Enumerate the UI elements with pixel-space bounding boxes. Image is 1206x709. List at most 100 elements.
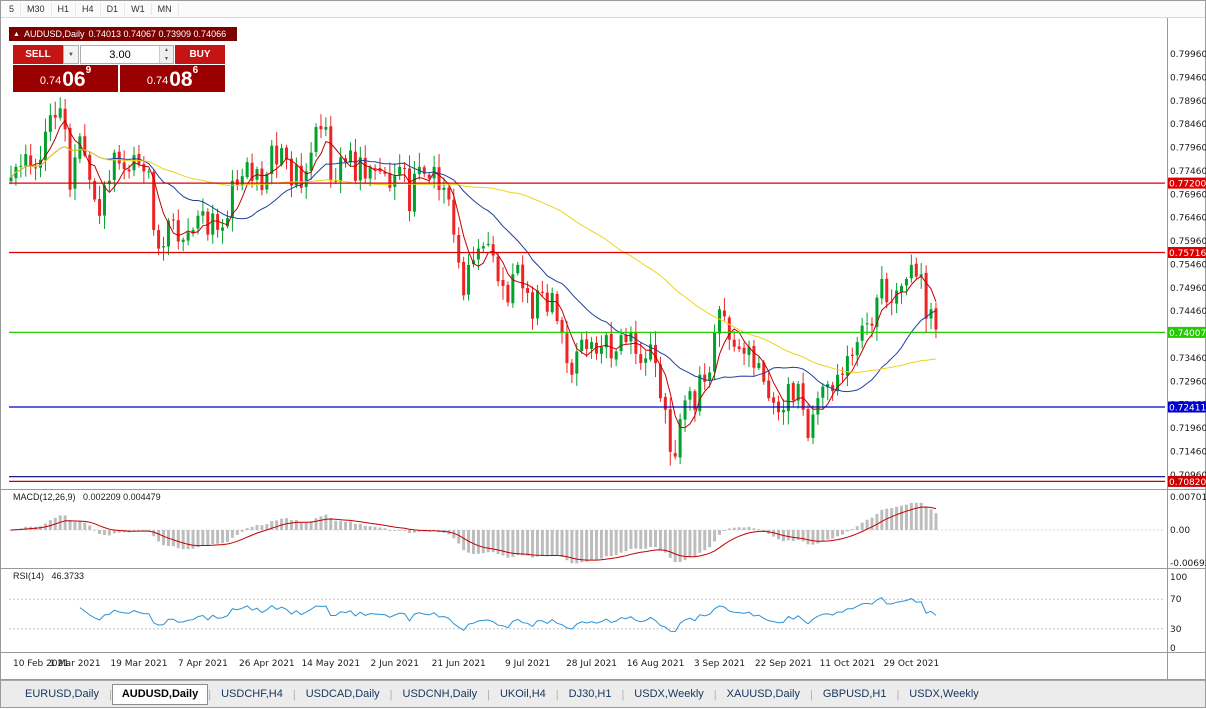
- buy-button[interactable]: BUY: [175, 45, 225, 64]
- ma-line-5: [10, 119, 937, 429]
- macd-signal-line: [10, 506, 937, 561]
- tab-separator: |: [487, 688, 490, 701]
- chart-tab[interactable]: EURUSD,Daily: [25, 688, 99, 700]
- svg-text:0.75460: 0.75460: [1170, 260, 1206, 270]
- svg-text:0.79960: 0.79960: [1170, 50, 1206, 60]
- svg-text:0.78960: 0.78960: [1170, 97, 1206, 107]
- chart-tab[interactable]: USDCHF,H4: [221, 688, 283, 700]
- svg-text:0.77460: 0.77460: [1170, 167, 1206, 177]
- macd-values: 0.002209 0.004479: [83, 492, 161, 502]
- chart-tab[interactable]: GBPUSD,H1: [822, 688, 887, 700]
- lot-size-input[interactable]: [81, 46, 159, 63]
- chart-tab[interactable]: AUDUSD,Daily: [111, 684, 209, 705]
- timeframe-button-h4[interactable]: H4: [76, 3, 101, 15]
- svg-text:0.72411: 0.72411: [1169, 404, 1206, 414]
- sell-button[interactable]: SELL: [13, 45, 63, 64]
- date-axis-label: 2 Jun 2021: [371, 659, 419, 669]
- order-type-dropdown[interactable]: ▼: [63, 45, 79, 64]
- chart-tab[interactable]: UKOil,H4: [499, 688, 546, 700]
- buy-price-sup: 6: [192, 65, 199, 76]
- rsi-axis-label: 70: [1170, 595, 1182, 605]
- chart-tab[interactable]: USDCAD,Daily: [305, 688, 380, 700]
- date-axis-label: 16 Aug 2021: [627, 659, 685, 669]
- chevron-down-icon: ▼: [68, 51, 74, 58]
- tab-separator: |: [108, 688, 112, 701]
- tab-separator: |: [713, 688, 717, 701]
- timeframe-button-m30[interactable]: M30: [21, 3, 52, 15]
- date-axis-label: 29 Oct 2021: [884, 659, 940, 669]
- date-axis-label: 28 Jul 2021: [566, 659, 617, 669]
- date-axis-label: 19 Mar 2021: [110, 659, 167, 669]
- timeframe-button-mn[interactable]: MN: [152, 3, 179, 15]
- ma-line-60: [10, 146, 937, 374]
- tab-separator: |: [810, 688, 813, 701]
- date-axis-label: 1 Mar 2021: [49, 659, 100, 669]
- rsi-axis-label: 0: [1170, 644, 1176, 654]
- one-click-trading-panel: SELL ▼ ▲ ▼ BUY 0.74 06 9 0.74 08: [13, 45, 225, 92]
- chart-title-ohlc: 0.74013 0.74067 0.73909 0.74066: [88, 29, 227, 39]
- svg-text:0.75716: 0.75716: [1169, 249, 1206, 259]
- macd-axis-label: 0.00701: [1170, 493, 1206, 503]
- rsi-indicator-header: RSI(14) 46.3733: [13, 571, 89, 581]
- chart-title-symbol: AUDUSD,Daily: [23, 29, 85, 39]
- rsi-line: [79, 597, 937, 633]
- svg-text:0.77200: 0.77200: [1169, 180, 1206, 190]
- lot-size-stepper[interactable]: ▲ ▼: [159, 46, 173, 63]
- timeframe-toolbar: 5 M30 H1 H4 D1 W1 MN: [1, 1, 1205, 18]
- price-axis-labels: 0.79960 0.79460 0.78960 0.78460 0.77960 0.774…: [1170, 50, 1206, 481]
- buy-price-base: 0.74: [146, 75, 169, 87]
- chart-tab[interactable]: USDCNH,Daily: [402, 688, 478, 700]
- svg-text:0.72960: 0.72960: [1170, 377, 1206, 387]
- price-tag[interactable]: [1167, 247, 1206, 258]
- svg-text:0.75960: 0.75960: [1170, 237, 1206, 247]
- sell-price-display[interactable]: 0.74 06 9: [13, 65, 118, 92]
- svg-text:0.70820: 0.70820: [1169, 478, 1206, 488]
- chart-tab[interactable]: USDX,Weekly: [634, 688, 704, 700]
- svg-text:0.77960: 0.77960: [1170, 144, 1206, 154]
- svg-text:0.78460: 0.78460: [1170, 120, 1206, 130]
- spinner-down-icon[interactable]: ▼: [160, 54, 173, 63]
- rsi-label: RSI(14): [13, 571, 45, 581]
- timeframe-button-w1[interactable]: W1: [125, 3, 152, 15]
- tab-separator: |: [896, 688, 900, 701]
- svg-text:0.74460: 0.74460: [1170, 307, 1206, 317]
- date-axis-label: 11 Oct 2021: [820, 659, 876, 669]
- sell-price-sup: 9: [85, 65, 92, 76]
- timeframe-button-5[interactable]: 5: [3, 3, 22, 15]
- date-axis-label: 22 Sep 2021: [755, 659, 812, 669]
- svg-text:0.73460: 0.73460: [1170, 354, 1206, 364]
- price-tag[interactable]: [1167, 326, 1206, 338]
- chart-tab[interactable]: XAUUSD,Daily: [726, 688, 800, 700]
- buy-price-display[interactable]: 0.74 08 6: [120, 65, 225, 92]
- chart-tab[interactable]: DJ30,H1: [568, 688, 612, 700]
- spinner-up-icon[interactable]: ▲: [160, 46, 173, 55]
- macd-label: MACD(12,26,9): [13, 492, 76, 502]
- price-tag[interactable]: [1167, 401, 1206, 413]
- svg-text:0.76460: 0.76460: [1170, 214, 1206, 224]
- date-axis-label: 9 Jul 2021: [505, 659, 550, 669]
- rsi-axis-label: 100: [1170, 573, 1187, 583]
- chart-titlebar[interactable]: ▲ AUDUSD,Daily 0.74013 0.74067 0.73909 0…: [9, 27, 237, 41]
- timeframe-button-h1[interactable]: H1: [52, 3, 77, 15]
- tab-separator: |: [292, 688, 296, 701]
- chart-plot-area[interactable]: [9, 19, 1167, 488]
- svg-text:0.76960: 0.76960: [1170, 190, 1206, 200]
- macd-axis-label: 0.00: [1170, 526, 1190, 536]
- svg-text:0.79460: 0.79460: [1170, 73, 1206, 83]
- svg-text:0.71460: 0.71460: [1170, 447, 1206, 457]
- tab-separator: |: [208, 688, 212, 701]
- timeframe-button-d1[interactable]: D1: [101, 3, 126, 15]
- price-tag[interactable]: [1167, 177, 1206, 189]
- svg-text:0.74007: 0.74007: [1169, 329, 1206, 339]
- macd-histogram: [9, 502, 938, 564]
- date-axis-label: 26 Apr 2021: [239, 659, 295, 669]
- date-axis-label: 14 May 2021: [301, 659, 360, 669]
- price-tag[interactable]: [1167, 475, 1206, 487]
- tab-separator: |: [555, 688, 559, 701]
- chart-tab[interactable]: USDX,Weekly: [909, 688, 979, 700]
- date-axis-label: 7 Apr 2021: [178, 659, 228, 669]
- macd-axis-label: -0.00692: [1170, 559, 1206, 569]
- tab-separator: |: [621, 688, 625, 701]
